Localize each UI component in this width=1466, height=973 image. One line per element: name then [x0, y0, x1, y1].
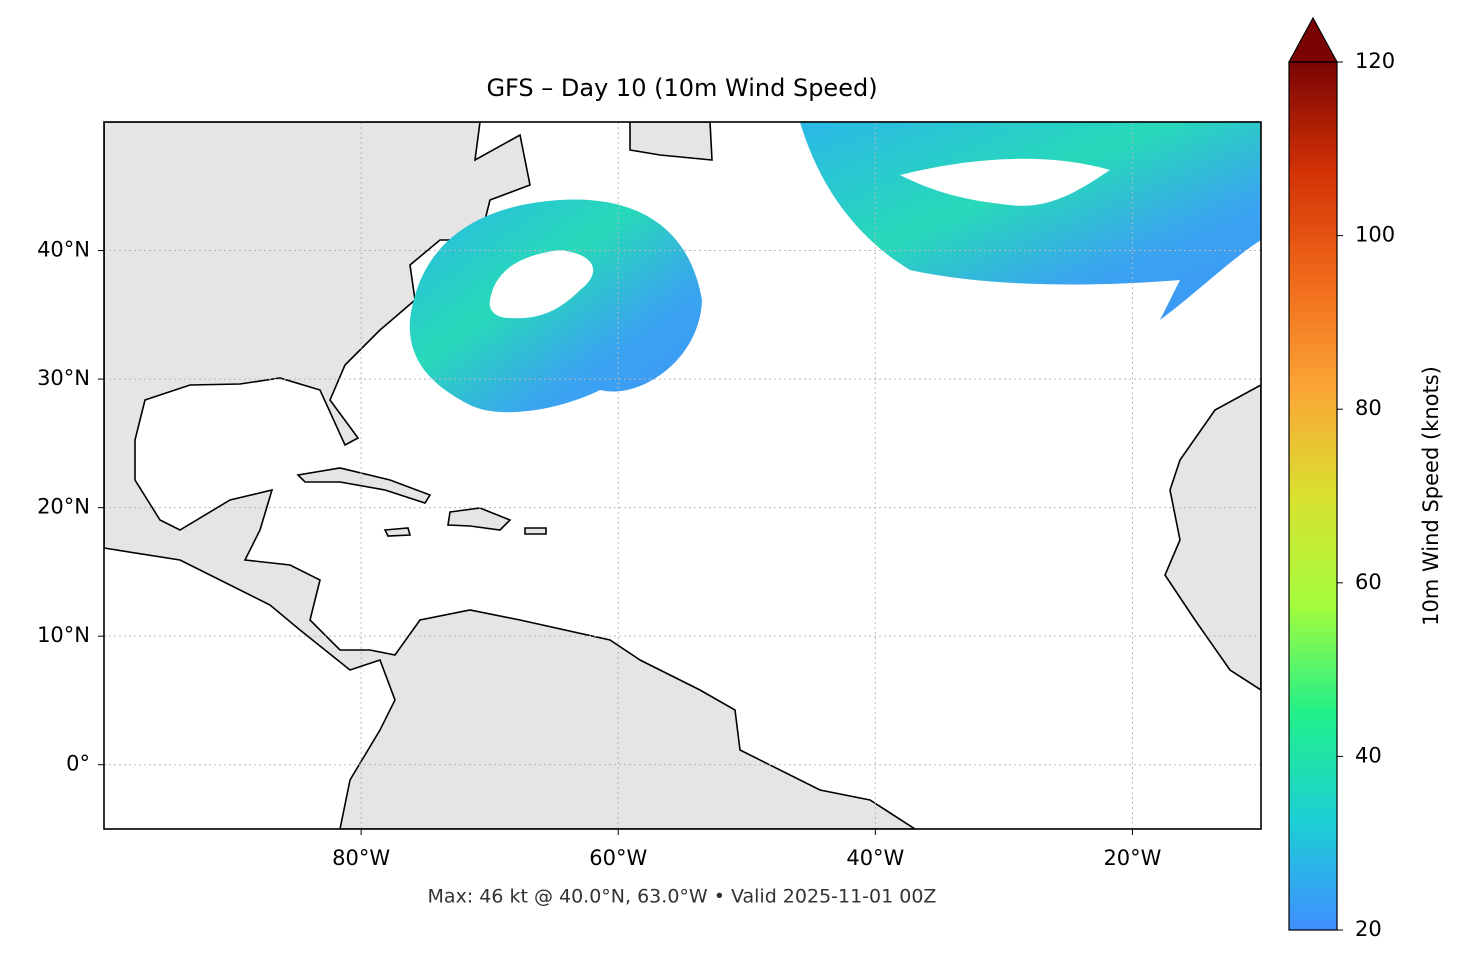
colorbar-tick-label: 80	[1355, 396, 1382, 420]
hispaniola	[447, 507, 512, 531]
map	[104, 122, 1261, 829]
jamaica	[383, 527, 412, 537]
colorbar-tick-label: 20	[1355, 917, 1382, 941]
colorbar-extend	[1287, 16, 1339, 63]
chart-title: GFS – Day 10 (10m Wind Speed)	[486, 74, 877, 102]
x-tick-label: 60°W	[589, 846, 647, 870]
y-tick-label: 20°N	[37, 495, 90, 519]
colorbar-label: 10m Wind Speed (knots)	[1419, 366, 1443, 626]
wind-swath	[800, 122, 1261, 320]
colorbar-tick-label: 40	[1355, 743, 1382, 767]
africa	[1164, 384, 1261, 691]
americas	[104, 122, 917, 829]
x-tick-label: 40°W	[846, 846, 904, 870]
y-tick-label: 0°	[66, 752, 90, 776]
plot-frame	[103, 121, 1262, 830]
caption: Max: 46 kt @ 40.0°N, 63.0°W • Valid 2025…	[428, 886, 937, 908]
y-tick-label: 40°N	[37, 238, 90, 262]
colorbar-tick-label: 100	[1355, 223, 1395, 247]
puerto-rico	[524, 527, 547, 535]
wind-swath	[409, 199, 702, 413]
cuba	[296, 467, 432, 504]
x-tick-label: 80°W	[332, 846, 390, 870]
y-tick-label: 30°N	[37, 366, 90, 390]
y-tick-label: 10°N	[37, 623, 90, 647]
colorbar-tick-label: 60	[1355, 570, 1382, 594]
colorbar-tick-label: 120	[1355, 49, 1395, 73]
colorbar	[1288, 61, 1338, 931]
newfoundland	[629, 122, 713, 161]
x-tick-label: 20°W	[1103, 846, 1161, 870]
